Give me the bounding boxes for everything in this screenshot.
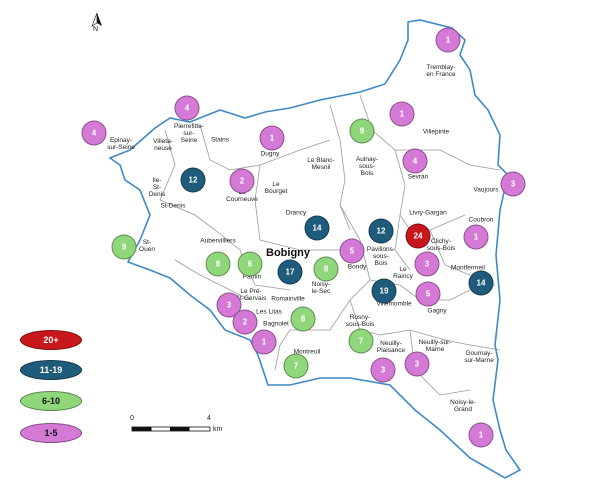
place-label: Dugny [260,150,280,158]
count-badge: 9 [111,234,137,260]
place-label: Le Pré- St-Gervais [235,288,267,302]
place-label: Villepinte [422,128,450,136]
place-label: Stains [210,136,230,144]
place-label: Epinay- sur-Seine [107,137,135,151]
place-label: Coubron [468,216,494,224]
scale-unit: km [213,426,223,433]
count-badge: 1 [251,329,277,355]
place-label: Bondy [347,263,367,271]
place-label: Le Bourget [264,181,288,195]
count-badge: 9 [349,118,375,144]
count-badge: 24 [405,223,431,249]
count-badge: 3 [500,171,526,197]
count-badge: 1 [389,101,415,127]
count-badge: 1 [435,27,461,53]
place-label: Gournay- sur-Marne [464,350,494,364]
place-label: Vaujours [473,186,499,194]
place-label: Aubervilliers [200,237,236,245]
place-label: Clichy- sous-Bois [426,238,456,252]
count-badge: 8 [205,251,231,277]
place-label: Villeta- neuse [153,138,173,152]
place-label: Pantin [242,273,262,281]
place-label: Villemomble [376,300,412,308]
place-label: Les Lilas [256,308,282,316]
place-label: Pierrefitte- sur- Seine [174,122,204,144]
place-label: Sevran [407,173,429,181]
count-badge: 5 [415,281,441,307]
count-badge: 5 [339,238,365,264]
place-label: Montfermeil [451,264,485,272]
count-badge: 12 [180,167,206,193]
place-label: Livry-Gargan [409,209,447,217]
place-label: Bagnolet [263,320,289,328]
count-badge: 4 [81,120,107,146]
count-badge: 4 [174,95,200,121]
legend-item: 1-5 [20,423,82,443]
place-label: Rosny- sous-Bois [345,314,375,328]
place-label: St-Denis [160,202,186,210]
count-badge: 1 [463,224,489,250]
count-badge: 2 [229,168,255,194]
count-badge: 3 [370,357,396,383]
place-label: Tremblay- en France [426,64,456,78]
count-badge: 6 [237,251,263,277]
count-badge: 3 [414,251,440,277]
count-badge: 1 [468,422,494,448]
place-label: Aulnay- sous- Bois [355,155,379,177]
place-label: Ile- St- Denis [148,176,166,198]
count-badge: 12 [368,218,394,244]
place-label: Bobigny [266,247,310,260]
count-badge: 7 [283,353,309,379]
place-label: St- Ouen [139,239,155,253]
place-label: Noisy-le- Grand [450,399,476,413]
count-badge: 8 [313,256,339,282]
place-label: Neuilly- Plaisance [376,340,406,354]
legend-item: 20+ [20,330,82,350]
place-label: Gagny [427,307,447,315]
place-label: Neuilly-sur- Marne [418,339,452,353]
count-badge: 19 [371,278,397,304]
legend-item: 6-10 [20,391,82,411]
count-badge: 3 [404,351,430,377]
place-label: Le Blanc- Mesnil [307,157,335,171]
count-badge: 7 [348,328,374,354]
north-label: N [93,26,99,33]
count-badge: 8 [290,306,316,332]
count-badge: 1 [259,125,285,151]
north-arrow-icon [91,12,102,27]
place-label: Noisy- le-Sec [311,281,331,295]
scale-end: 4 [207,415,211,422]
scale-bar-graphic [131,426,211,432]
place-label: Montreuil [293,348,321,356]
count-badge: 17 [277,259,303,285]
place-label: Romainville [271,295,305,303]
place-label: Pavillons- sous- Bois [366,245,396,267]
count-badge: 4 [402,148,428,174]
count-badge: 14 [304,215,330,241]
scale-start: 0 [130,415,134,422]
count-badge: 14 [468,270,494,296]
place-label: Le Raincy [393,266,413,280]
place-label: Drancy [285,209,307,217]
count-badge: 2 [232,309,258,335]
legend-item: 11-19 [20,360,82,380]
